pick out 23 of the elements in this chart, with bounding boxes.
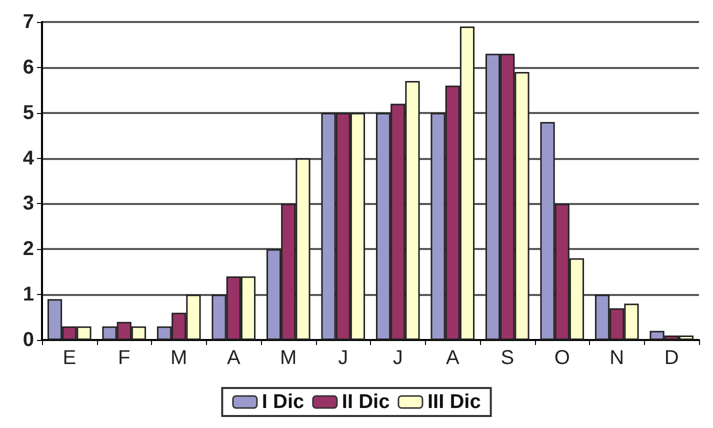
y-tick-label: 3 [22,192,34,215]
x-tick-label: J [338,347,348,369]
x-tick-label: N [610,347,624,369]
y-tick-label: 4 [22,147,35,170]
x-tick-label: A [446,347,460,369]
x-tick-label: M [170,347,188,369]
x-tick-label: J [392,347,403,369]
y-tick-label: 1 [22,284,34,306]
y-tick-label: 5 [22,102,34,124]
y-tick-label: 0 [22,329,34,351]
x-tick-label: O [554,347,570,369]
legend-label: II Dic [342,391,390,413]
x-tick-label: M [280,347,297,369]
x-tick-label: E [62,347,76,369]
x-tick-label: A [226,347,241,369]
x-tick-label: D [664,347,679,369]
x-tick-label: S [500,347,514,369]
x-tick-label: F [118,347,130,369]
legend-label: III Dic [427,391,481,413]
y-tick-label: 2 [22,238,34,260]
y-tick-label: 7 [22,11,34,33]
legend-label: I Dic [262,391,304,413]
y-tick-label: 6 [22,56,34,78]
